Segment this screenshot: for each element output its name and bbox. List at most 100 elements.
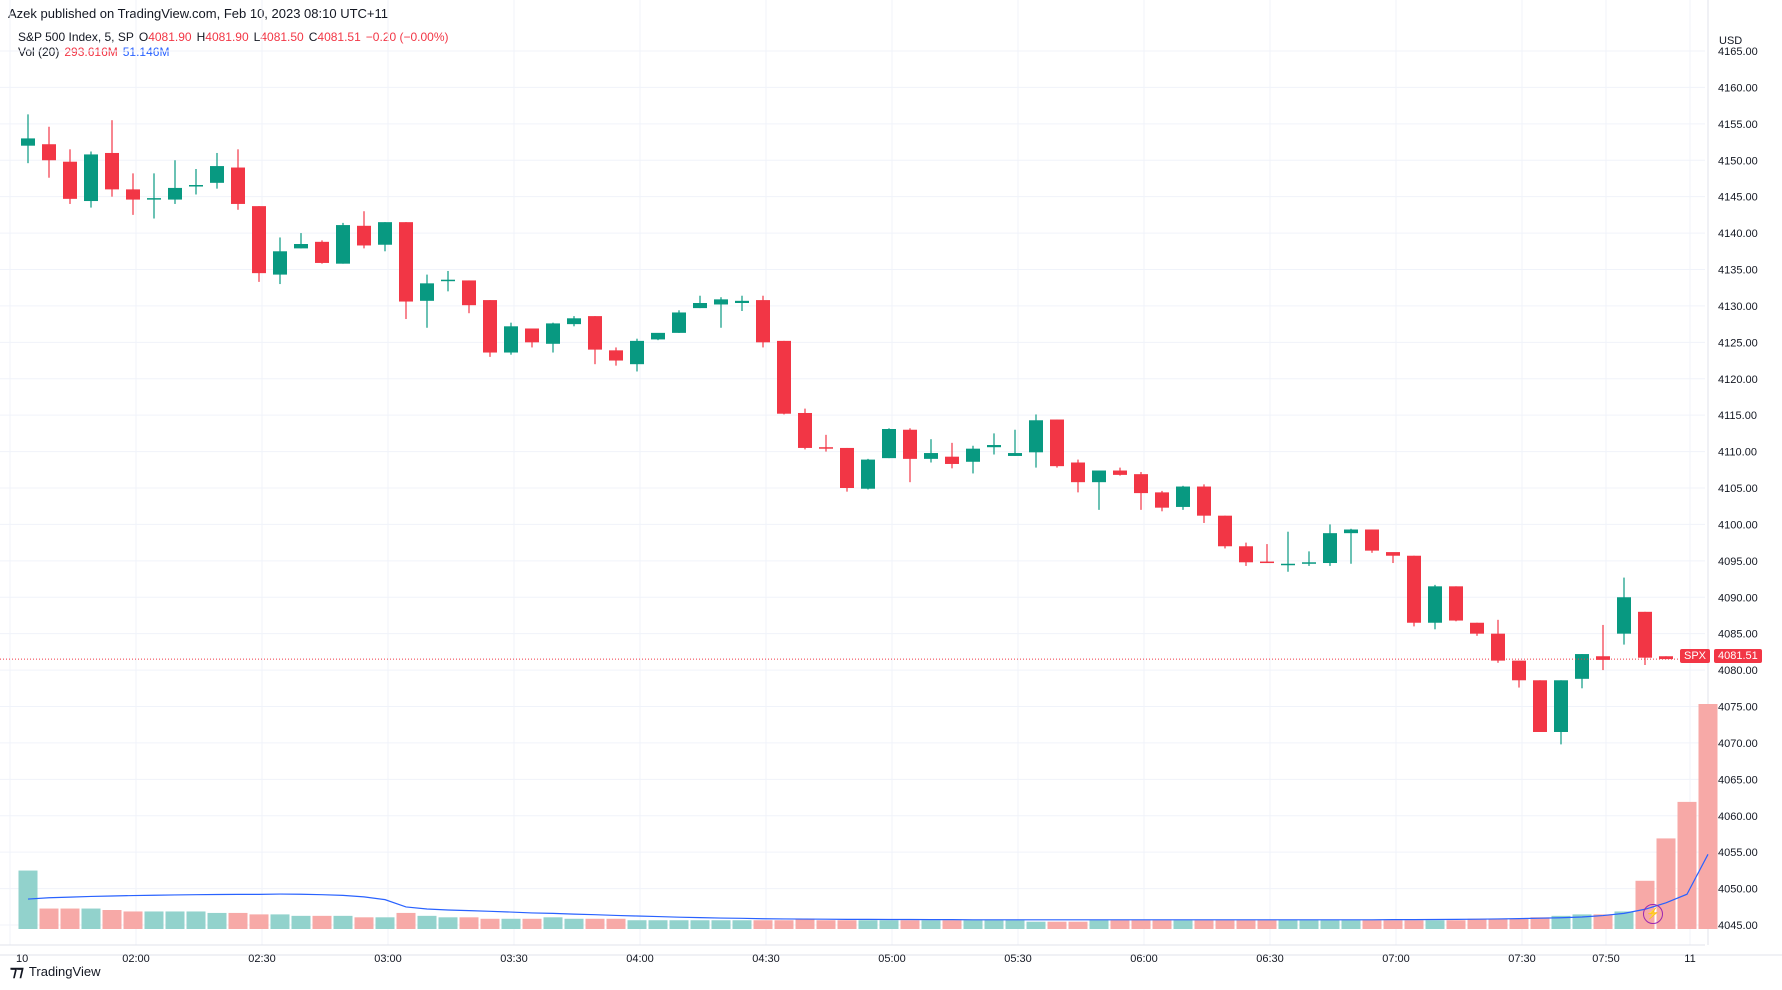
volume-bars — [18, 704, 1718, 929]
volume-label: Vol (20) — [18, 45, 60, 59]
candle-body — [1596, 656, 1610, 660]
volume-bar — [900, 920, 920, 929]
candle-body — [567, 318, 581, 325]
volume-bar — [1488, 918, 1508, 929]
candle — [1071, 459, 1085, 493]
volume-bar — [165, 911, 185, 929]
candle — [1407, 555, 1421, 627]
candle-body — [483, 300, 497, 353]
candle-body — [903, 429, 917, 459]
volume-bar — [39, 908, 59, 929]
candle-body — [1659, 656, 1673, 660]
candle — [819, 434, 833, 452]
candle — [420, 274, 434, 328]
time-tick-label: 04:00 — [626, 953, 654, 965]
price-tick-label: 4105.00 — [1718, 483, 1758, 495]
candle-body — [672, 312, 686, 333]
last-price-tag: 4081.51 — [1714, 649, 1762, 663]
candle — [1617, 577, 1631, 645]
candle-body — [273, 251, 287, 275]
volume-bar — [606, 918, 626, 929]
volume-bar — [1215, 920, 1235, 929]
candle-body — [399, 222, 413, 302]
candle — [1302, 551, 1316, 566]
high-value: 4081.90 — [205, 30, 249, 44]
time-tick-label: 07:50 — [1592, 953, 1620, 965]
candle — [588, 316, 602, 365]
candle-body — [966, 448, 980, 462]
volume-bar — [1551, 915, 1571, 929]
candle-body — [147, 198, 161, 200]
candle — [651, 332, 665, 341]
candle-body — [105, 152, 119, 190]
volume-bar — [1341, 920, 1361, 929]
volume-bar — [921, 920, 941, 929]
candle-body — [1365, 529, 1379, 551]
volume-bar — [1656, 838, 1676, 929]
candle — [1092, 470, 1106, 510]
volume-bar — [396, 912, 416, 929]
symbol-price-tag: SPX — [1680, 649, 1711, 663]
volume-bar — [270, 914, 290, 929]
price-tick-label: 4115.00 — [1718, 410, 1757, 422]
price-axis: 4045.00 4050.00 4055.00 4060.00 4065.00 4070.… — [1718, 46, 1758, 932]
high-label: H — [196, 30, 206, 44]
candle — [840, 447, 854, 492]
time-tick-label: 03:00 — [374, 953, 402, 965]
candle — [1533, 680, 1547, 732]
volume-bar — [963, 920, 983, 929]
volume-value: 293.616M — [64, 45, 118, 59]
volume-bar — [417, 915, 437, 929]
candle-body — [1302, 562, 1316, 564]
candle-body — [1050, 419, 1064, 467]
replay-icon[interactable]: ⚡ — [1643, 904, 1663, 924]
candle — [399, 222, 413, 320]
time-tick-label: 07:30 — [1508, 953, 1536, 965]
candle-body — [651, 332, 665, 340]
candle-body — [1386, 552, 1400, 556]
candle-body — [63, 161, 77, 199]
volume-bar — [1530, 917, 1550, 929]
volume-bar — [1698, 704, 1718, 929]
time-tick-label: 02:30 — [248, 953, 276, 965]
candle-body — [315, 241, 329, 263]
price-tick-label: 4160.00 — [1718, 82, 1758, 94]
open-label: O — [138, 30, 149, 44]
volume-bar — [1047, 921, 1067, 929]
volume-bar — [669, 920, 689, 929]
candle-body — [1134, 474, 1148, 494]
price-tick-label: 4120.00 — [1718, 374, 1758, 386]
candle-body — [1323, 533, 1337, 564]
volume-bar — [375, 917, 395, 929]
candle-body — [210, 166, 224, 183]
volume-bar — [585, 918, 605, 929]
candle — [294, 233, 308, 249]
candle — [1365, 529, 1379, 553]
volume-bar — [333, 915, 353, 929]
price-tick-label: 4100.00 — [1718, 519, 1758, 531]
volume-bar — [291, 915, 311, 929]
time-tick-label: 05:00 — [878, 953, 906, 965]
candle-body — [882, 429, 896, 459]
candle — [252, 206, 266, 282]
candle — [105, 120, 119, 197]
volume-bar — [795, 918, 815, 929]
price-tick-label: 4080.00 — [1718, 665, 1758, 677]
candle-body — [1617, 597, 1631, 634]
candle-body — [1113, 470, 1127, 475]
candle-body — [1176, 486, 1190, 507]
footer: ⁊⁊ TradingView — [10, 962, 100, 980]
volume-bar — [984, 920, 1004, 929]
volume-bar — [501, 918, 521, 929]
volume-bar — [1383, 920, 1403, 929]
volume-bar — [228, 912, 248, 929]
volume-ma-value: 51.146M — [122, 45, 170, 59]
candle-body — [1071, 462, 1085, 483]
candle — [42, 126, 56, 178]
volume-bar — [522, 918, 542, 929]
candle — [336, 222, 350, 264]
candle-body — [252, 206, 266, 274]
candle-body — [1197, 486, 1211, 516]
volume-bar — [249, 914, 269, 929]
